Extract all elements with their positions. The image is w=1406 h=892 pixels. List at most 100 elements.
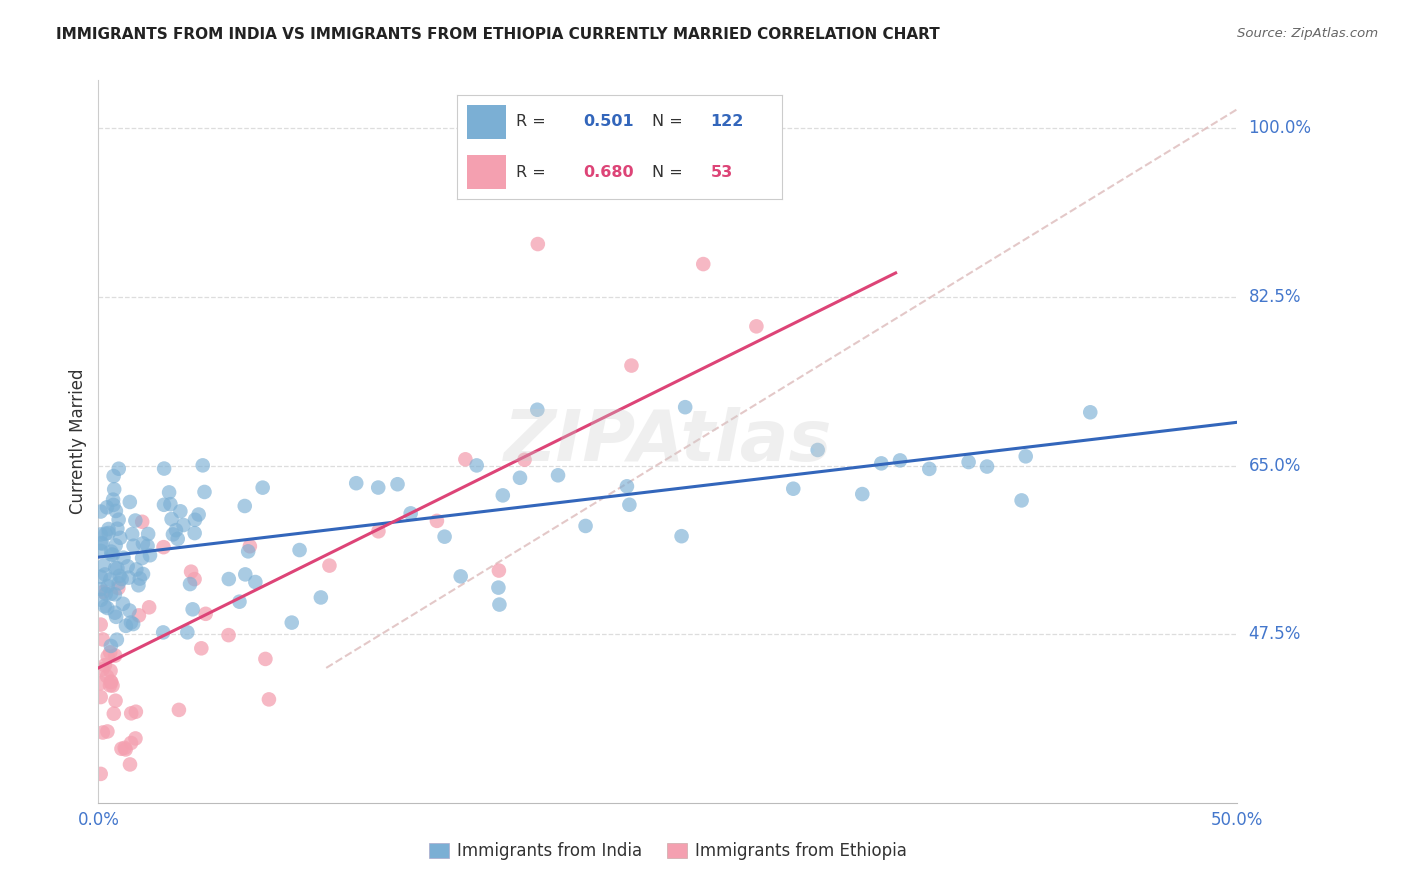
Point	[114, 742, 136, 756]
Point	[91, 536, 114, 550]
Point	[127, 578, 149, 592]
Point	[90, 592, 112, 607]
Point	[344, 476, 367, 491]
Point	[131, 551, 153, 566]
Point	[870, 456, 893, 470]
Point	[218, 628, 240, 642]
Point	[105, 522, 128, 536]
Point	[309, 591, 332, 605]
Point	[125, 562, 148, 576]
Point	[90, 767, 112, 781]
Point	[918, 462, 941, 476]
Point	[233, 499, 256, 513]
Point	[104, 648, 127, 663]
Point	[513, 452, 536, 467]
Point	[136, 539, 159, 553]
Point	[90, 570, 112, 584]
Point	[91, 632, 114, 647]
Point	[190, 641, 212, 656]
Point	[488, 564, 510, 578]
Point	[97, 526, 120, 541]
Point	[782, 482, 804, 496]
Point	[122, 539, 145, 553]
Point	[245, 575, 267, 590]
Point	[165, 523, 187, 537]
Point	[110, 741, 132, 756]
Point	[90, 617, 112, 632]
Point	[1015, 450, 1038, 464]
Point	[692, 257, 714, 271]
Point	[132, 566, 155, 581]
Point	[124, 731, 146, 746]
Point	[509, 471, 531, 485]
Point	[187, 508, 209, 522]
Point	[807, 442, 830, 457]
Point	[114, 740, 136, 755]
Point	[152, 625, 174, 640]
Point	[254, 652, 277, 666]
Point	[105, 632, 128, 647]
Point	[153, 498, 176, 512]
Point	[673, 400, 696, 414]
Point	[889, 453, 911, 467]
Point	[94, 567, 117, 582]
Point	[117, 571, 139, 585]
Legend: Immigrants from India, Immigrants from Ethiopia: Immigrants from India, Immigrants from E…	[422, 836, 914, 867]
Point	[193, 485, 215, 500]
Text: ZIPAtlas: ZIPAtlas	[503, 407, 832, 476]
Point	[160, 512, 183, 526]
Point	[122, 617, 145, 632]
Point	[486, 581, 509, 595]
Point	[159, 497, 181, 511]
Point	[90, 527, 112, 541]
Point	[108, 531, 131, 545]
Point	[96, 724, 118, 739]
Point	[100, 674, 122, 689]
Point	[433, 530, 456, 544]
Point	[574, 519, 596, 533]
Point	[252, 481, 274, 495]
Point	[153, 461, 176, 475]
Point	[97, 649, 120, 664]
Point	[620, 359, 643, 373]
Point	[104, 606, 127, 620]
Point	[179, 577, 201, 591]
Point	[367, 481, 389, 495]
Point	[120, 615, 142, 630]
Point	[100, 664, 122, 678]
Point	[91, 662, 114, 676]
Point	[124, 514, 146, 528]
Point	[104, 561, 127, 575]
Point	[547, 468, 569, 483]
Point	[90, 690, 112, 704]
Point	[183, 572, 205, 586]
Point	[426, 514, 449, 528]
Point	[90, 544, 112, 558]
Point	[90, 504, 112, 518]
Point	[851, 487, 873, 501]
Point	[105, 610, 128, 624]
Point	[125, 705, 148, 719]
Point	[117, 559, 139, 574]
Point	[100, 639, 122, 653]
Point	[194, 607, 217, 621]
Point	[1011, 493, 1033, 508]
Point	[136, 527, 159, 541]
Point	[96, 500, 118, 515]
Text: IMMIGRANTS FROM INDIA VS IMMIGRANTS FROM ETHIOPIA CURRENTLY MARRIED CORRELATION : IMMIGRANTS FROM INDIA VS IMMIGRANTS FROM…	[56, 27, 941, 42]
Point	[100, 675, 122, 690]
Point	[98, 645, 121, 659]
Point	[94, 658, 117, 673]
Point	[107, 461, 129, 475]
Point	[93, 599, 115, 614]
Point	[90, 536, 112, 550]
Point	[976, 459, 998, 474]
Point	[367, 524, 389, 539]
Point	[218, 572, 240, 586]
Point	[619, 498, 641, 512]
Point	[103, 483, 125, 497]
Point	[183, 526, 205, 541]
Point	[108, 569, 131, 583]
Point	[166, 532, 188, 546]
Point	[454, 452, 477, 467]
